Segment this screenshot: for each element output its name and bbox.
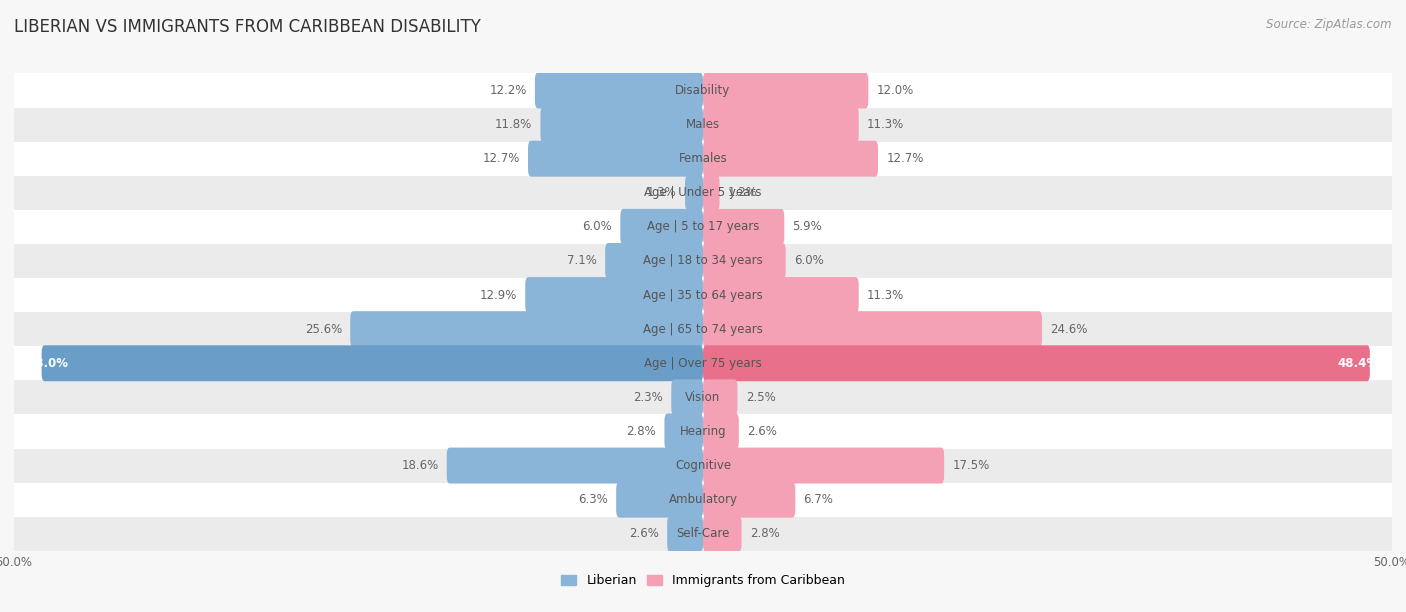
Bar	[14, 312, 1392, 346]
FancyBboxPatch shape	[350, 311, 703, 347]
Text: Males: Males	[686, 118, 720, 131]
Text: 12.9%: 12.9%	[479, 289, 517, 302]
Text: 18.6%: 18.6%	[401, 459, 439, 472]
Text: 2.8%: 2.8%	[627, 425, 657, 438]
FancyBboxPatch shape	[703, 311, 1042, 347]
Text: Age | 35 to 64 years: Age | 35 to 64 years	[643, 289, 763, 302]
Bar	[14, 73, 1392, 108]
FancyBboxPatch shape	[703, 106, 859, 143]
Text: 48.0%: 48.0%	[28, 357, 69, 370]
Text: 5.9%: 5.9%	[793, 220, 823, 233]
Text: 1.3%: 1.3%	[647, 186, 676, 200]
Bar	[14, 244, 1392, 278]
Text: Source: ZipAtlas.com: Source: ZipAtlas.com	[1267, 18, 1392, 31]
Text: 24.6%: 24.6%	[1050, 323, 1088, 335]
FancyBboxPatch shape	[703, 72, 869, 108]
FancyBboxPatch shape	[703, 277, 859, 313]
Bar	[14, 517, 1392, 551]
Text: 1.2%: 1.2%	[728, 186, 758, 200]
Text: 2.6%: 2.6%	[628, 528, 659, 540]
Text: Disability: Disability	[675, 84, 731, 97]
FancyBboxPatch shape	[703, 516, 741, 552]
FancyBboxPatch shape	[605, 243, 703, 279]
Text: Ambulatory: Ambulatory	[668, 493, 738, 506]
FancyBboxPatch shape	[703, 209, 785, 245]
Bar	[14, 414, 1392, 449]
FancyBboxPatch shape	[620, 209, 703, 245]
FancyBboxPatch shape	[529, 141, 703, 177]
Text: 6.0%: 6.0%	[794, 255, 824, 267]
Bar	[14, 278, 1392, 312]
Text: Age | Under 5 years: Age | Under 5 years	[644, 186, 762, 200]
Text: LIBERIAN VS IMMIGRANTS FROM CARIBBEAN DISABILITY: LIBERIAN VS IMMIGRANTS FROM CARIBBEAN DI…	[14, 18, 481, 36]
Bar	[14, 449, 1392, 483]
Text: Age | 18 to 34 years: Age | 18 to 34 years	[643, 255, 763, 267]
Text: Age | 65 to 74 years: Age | 65 to 74 years	[643, 323, 763, 335]
Text: 12.2%: 12.2%	[489, 84, 527, 97]
Text: 2.8%: 2.8%	[749, 528, 779, 540]
FancyBboxPatch shape	[42, 345, 703, 381]
FancyBboxPatch shape	[665, 414, 703, 449]
Text: Age | Over 75 years: Age | Over 75 years	[644, 357, 762, 370]
FancyBboxPatch shape	[703, 345, 1369, 381]
FancyBboxPatch shape	[703, 243, 786, 279]
FancyBboxPatch shape	[616, 482, 703, 518]
Bar	[14, 346, 1392, 380]
FancyBboxPatch shape	[540, 106, 703, 143]
Text: 11.8%: 11.8%	[495, 118, 531, 131]
Bar	[14, 108, 1392, 141]
Bar	[14, 380, 1392, 414]
FancyBboxPatch shape	[447, 447, 703, 483]
Text: 25.6%: 25.6%	[305, 323, 342, 335]
FancyBboxPatch shape	[703, 379, 738, 416]
Text: 12.7%: 12.7%	[886, 152, 924, 165]
Text: 2.6%: 2.6%	[747, 425, 778, 438]
Text: 12.0%: 12.0%	[876, 84, 914, 97]
FancyBboxPatch shape	[703, 141, 877, 177]
Text: Age | 5 to 17 years: Age | 5 to 17 years	[647, 220, 759, 233]
FancyBboxPatch shape	[668, 516, 703, 552]
FancyBboxPatch shape	[703, 414, 738, 449]
Text: 2.3%: 2.3%	[633, 391, 664, 404]
Text: Females: Females	[679, 152, 727, 165]
Text: Vision: Vision	[685, 391, 721, 404]
Bar	[14, 141, 1392, 176]
Bar	[14, 210, 1392, 244]
FancyBboxPatch shape	[526, 277, 703, 313]
Text: Hearing: Hearing	[679, 425, 727, 438]
FancyBboxPatch shape	[703, 175, 720, 211]
FancyBboxPatch shape	[671, 379, 703, 416]
Text: 2.5%: 2.5%	[745, 391, 776, 404]
Text: 7.1%: 7.1%	[567, 255, 598, 267]
Text: 6.0%: 6.0%	[582, 220, 612, 233]
Text: 17.5%: 17.5%	[952, 459, 990, 472]
Bar	[14, 176, 1392, 210]
Text: 12.7%: 12.7%	[482, 152, 520, 165]
Text: 11.3%: 11.3%	[868, 118, 904, 131]
Bar	[14, 483, 1392, 517]
Text: 6.7%: 6.7%	[804, 493, 834, 506]
FancyBboxPatch shape	[534, 72, 703, 108]
Text: 6.3%: 6.3%	[578, 493, 607, 506]
Text: 11.3%: 11.3%	[868, 289, 904, 302]
Legend: Liberian, Immigrants from Caribbean: Liberian, Immigrants from Caribbean	[557, 569, 849, 592]
Text: 48.4%: 48.4%	[1337, 357, 1378, 370]
FancyBboxPatch shape	[685, 175, 703, 211]
FancyBboxPatch shape	[703, 482, 796, 518]
Text: Self-Care: Self-Care	[676, 528, 730, 540]
FancyBboxPatch shape	[703, 447, 945, 483]
Text: Cognitive: Cognitive	[675, 459, 731, 472]
